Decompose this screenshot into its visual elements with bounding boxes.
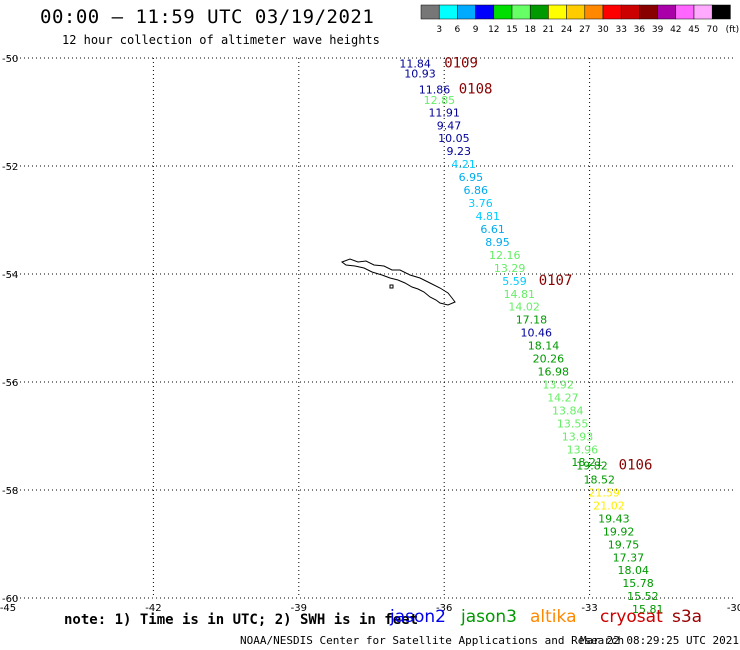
y-tick-label: -56 (2, 378, 18, 389)
wave-height-label: 10.05 (438, 132, 470, 145)
wave-height-label: 15.78 (622, 577, 654, 590)
wave-height-label: 10.93 (404, 67, 436, 80)
wave-height-label: 18.21 (571, 456, 603, 469)
note-text: note: 1) Time is in UTC; 2) SWH is in fe… (64, 612, 419, 628)
wave-height-label: 8.95 (485, 236, 510, 249)
time-annotation: 0107 (539, 273, 573, 289)
color-scale-label: 12 (488, 25, 499, 35)
wave-height-label: 19.75 (608, 538, 640, 551)
color-scale-label: 24 (561, 25, 573, 35)
wave-height-label: 12.16 (489, 249, 521, 262)
color-scale-label: 27 (579, 25, 590, 35)
x-tick-label: -45 (0, 603, 16, 614)
y-tick-label: -54 (2, 270, 18, 281)
wave-height-label: 13.84 (552, 404, 584, 417)
x-tick-label: -42 (145, 603, 161, 614)
legend-s3a: s3a (672, 607, 703, 627)
wave-height-label: 13.92 (542, 378, 574, 391)
south-georgia-coastline (340, 258, 456, 306)
y-tick-label: -58 (2, 486, 18, 497)
wave-height-label: 4.21 (451, 158, 476, 171)
wave-height-label: 9.47 (437, 119, 462, 132)
legend-jason2: jason2 (390, 607, 446, 627)
color-scale-label: 36 (634, 25, 646, 35)
wave-height-label: 11.84 (399, 58, 431, 71)
x-tick-label: -30 (727, 603, 740, 614)
color-scale-label: 18 (524, 25, 536, 35)
wave-height-label: 17.37 (613, 551, 645, 564)
wave-height-label: 9.23 (446, 145, 471, 158)
color-scale-label: 33 (615, 25, 626, 35)
wave-height-label: 18.04 (617, 564, 649, 577)
wave-height-label: 6.95 (459, 171, 484, 184)
color-scale-label: 3 (436, 25, 442, 35)
wave-height-label: 21.02 (593, 499, 625, 512)
wave-height-label: 13.93 (562, 430, 594, 443)
time-annotation: 0106 (619, 457, 653, 473)
wave-height-label: 4.81 (476, 210, 501, 223)
wave-height-labels: 11.8410.9311.8612.8511.919.4710.059.234.… (399, 58, 663, 616)
color-scale-label: 42 (670, 25, 681, 35)
wave-height-label: 14.27 (547, 391, 579, 404)
y-tick-label: -60 (2, 594, 18, 605)
y-tick-label: -52 (2, 162, 18, 173)
wave-height-label: 6.86 (463, 184, 488, 197)
color-scale-box (711, 4, 731, 20)
x-tick-label: -36 (436, 603, 452, 614)
wave-height-label: 13.29 (494, 262, 526, 275)
wave-height-label: 18.52 (584, 474, 616, 487)
wave-height-label: 13.96 (567, 443, 599, 456)
x-tick-label: -39 (291, 603, 307, 614)
wave-height-label: 19.92 (603, 525, 635, 538)
legend-cryosat: cryosat (600, 607, 663, 627)
legend-altika: altika (530, 607, 577, 627)
wave-height-label: 15.81 (632, 603, 664, 616)
wave-height-label: 19.82 (576, 459, 608, 472)
wave-height-label: 20.26 (533, 353, 565, 366)
footer-credit: NOAA/NESDIS Center for Satellite Applica… (240, 634, 625, 647)
wave-height-label: 17.18 (516, 314, 548, 327)
color-scale-label: 45 (688, 25, 699, 35)
color-scale-label: 39 (652, 25, 664, 35)
wave-height-label: 5.59 (502, 275, 527, 288)
track-time-labels: 0109 0108 0107 0106 (444, 56, 652, 474)
legend-jason3: jason3 (461, 607, 517, 627)
chart-title: 00:00 – 11:59 UTC 03/19/2021 (40, 6, 375, 28)
color-scale-label: 30 (597, 25, 609, 35)
time-annotation: 0109 (444, 56, 478, 72)
time-annotation: 0108 (459, 82, 493, 98)
wave-height-label: 14.81 (504, 288, 536, 301)
wave-height-label: 19.43 (598, 512, 630, 525)
wave-height-label: 12.85 (424, 94, 456, 107)
wave-height-label: 3.76 (468, 197, 493, 210)
color-scale-label: 70 (706, 25, 718, 35)
wave-height-label: 10.46 (521, 327, 553, 340)
wave-height-label: 14.02 (508, 301, 540, 314)
y-tick-label: -50 (2, 54, 18, 65)
color-scale-unit: (ft) (726, 25, 740, 35)
wave-height-label: 15.52 (627, 590, 659, 603)
tick-labels: -45 -42 -39 -36 -33 -30 -50 -52 -54 -56 -58 -60 (0, 54, 740, 614)
wave-height-label: 6.61 (480, 223, 505, 236)
color-scale-label: 15 (506, 25, 517, 35)
wave-height-label: 21.59 (588, 486, 620, 499)
color-scale: 3 6 9 12 15 18 21 24 27 30 33 36 39 42 45 70 (ft) (420, 4, 740, 35)
color-scale-label: 9 (473, 25, 479, 35)
wave-height-label: 11.91 (428, 106, 460, 119)
wave-height-label: 13.55 (557, 417, 589, 430)
color-scale-label: 6 (455, 25, 461, 35)
footer-timestamp: Mar 22 08:29:25 UTC 2021 (580, 634, 739, 647)
color-scale-label: 21 (543, 25, 554, 35)
wave-height-label: 18.14 (528, 340, 560, 353)
x-tick-label: -33 (581, 603, 597, 614)
wave-height-label: 16.98 (538, 366, 570, 379)
wave-height-label: 11.86 (419, 84, 451, 97)
chart-subtitle: 12 hour collection of altimeter wave hei… (62, 33, 380, 47)
